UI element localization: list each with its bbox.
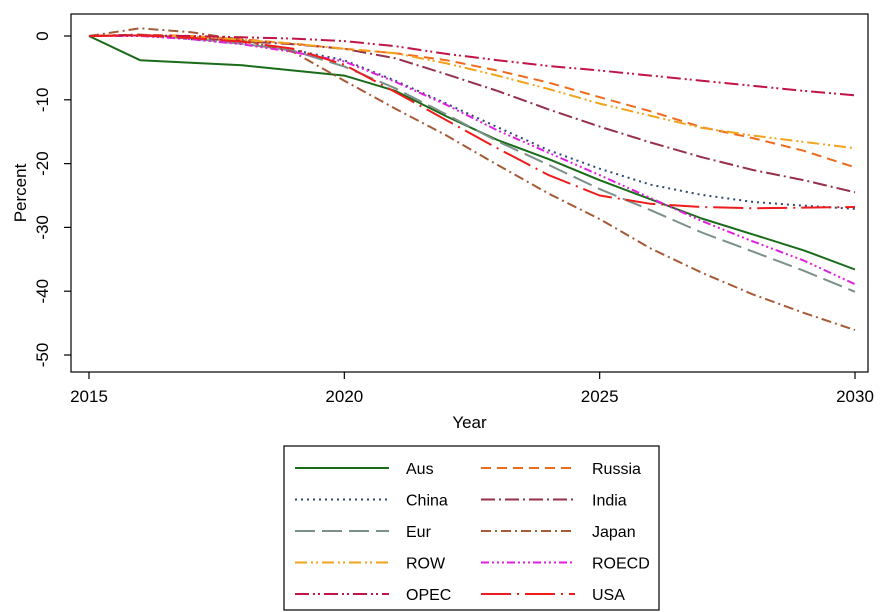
legend-label-opec: OPEC: [406, 587, 451, 604]
y-tick-label: -10: [33, 88, 52, 113]
series-line-usa: [88, 34, 856, 210]
x-tick-label: 2015: [70, 387, 108, 406]
series-lines: [88, 27, 856, 332]
legend-label-china: China: [406, 493, 448, 510]
legend-label-aus: Aus: [406, 461, 434, 478]
series-line-aus: [88, 35, 856, 271]
legend: Aus Russia China India Eur Japan ROW ROECD OPEC U…: [283, 445, 660, 611]
legend-label-usa: USA: [592, 587, 625, 604]
x-tick-label: 2020: [325, 387, 363, 406]
series-line-china: [88, 33, 856, 210]
legend-label-eur: Eur: [406, 524, 432, 541]
y-tick-label: -20: [33, 151, 52, 176]
legend-label-row: ROW: [406, 556, 446, 573]
x-tick-label: 2030: [836, 387, 874, 406]
plot-frame: [70, 13, 869, 373]
legend-label-japan: Japan: [592, 524, 636, 541]
y-tick-label: -30: [33, 215, 52, 240]
legend-label-india: India: [592, 493, 627, 510]
series-line-russia: [88, 33, 856, 169]
series-line-row: [88, 34, 856, 150]
axes: 2015 2020 2025 2030 0 -10 -20 -30 -40 -50: [33, 31, 874, 406]
legend-box: [283, 445, 660, 611]
series-line-india: [88, 33, 856, 194]
series-line-opec: [88, 34, 856, 97]
y-axis-title: Percent: [11, 163, 30, 222]
legend-label-roecd: ROECD: [592, 556, 650, 573]
series-line-roecd: [89, 35, 856, 286]
series-line-japan: [88, 27, 856, 332]
x-tick-label: 2025: [581, 387, 619, 406]
y-tick-label: 0: [33, 31, 52, 40]
y-tick-label: -50: [33, 343, 52, 368]
plot-area-border: [70, 13, 869, 373]
series-line-eur: [88, 34, 856, 293]
legend-label-russia: Russia: [592, 461, 641, 478]
y-tick-label: -40: [33, 279, 52, 304]
x-axis-title: Year: [452, 413, 487, 432]
